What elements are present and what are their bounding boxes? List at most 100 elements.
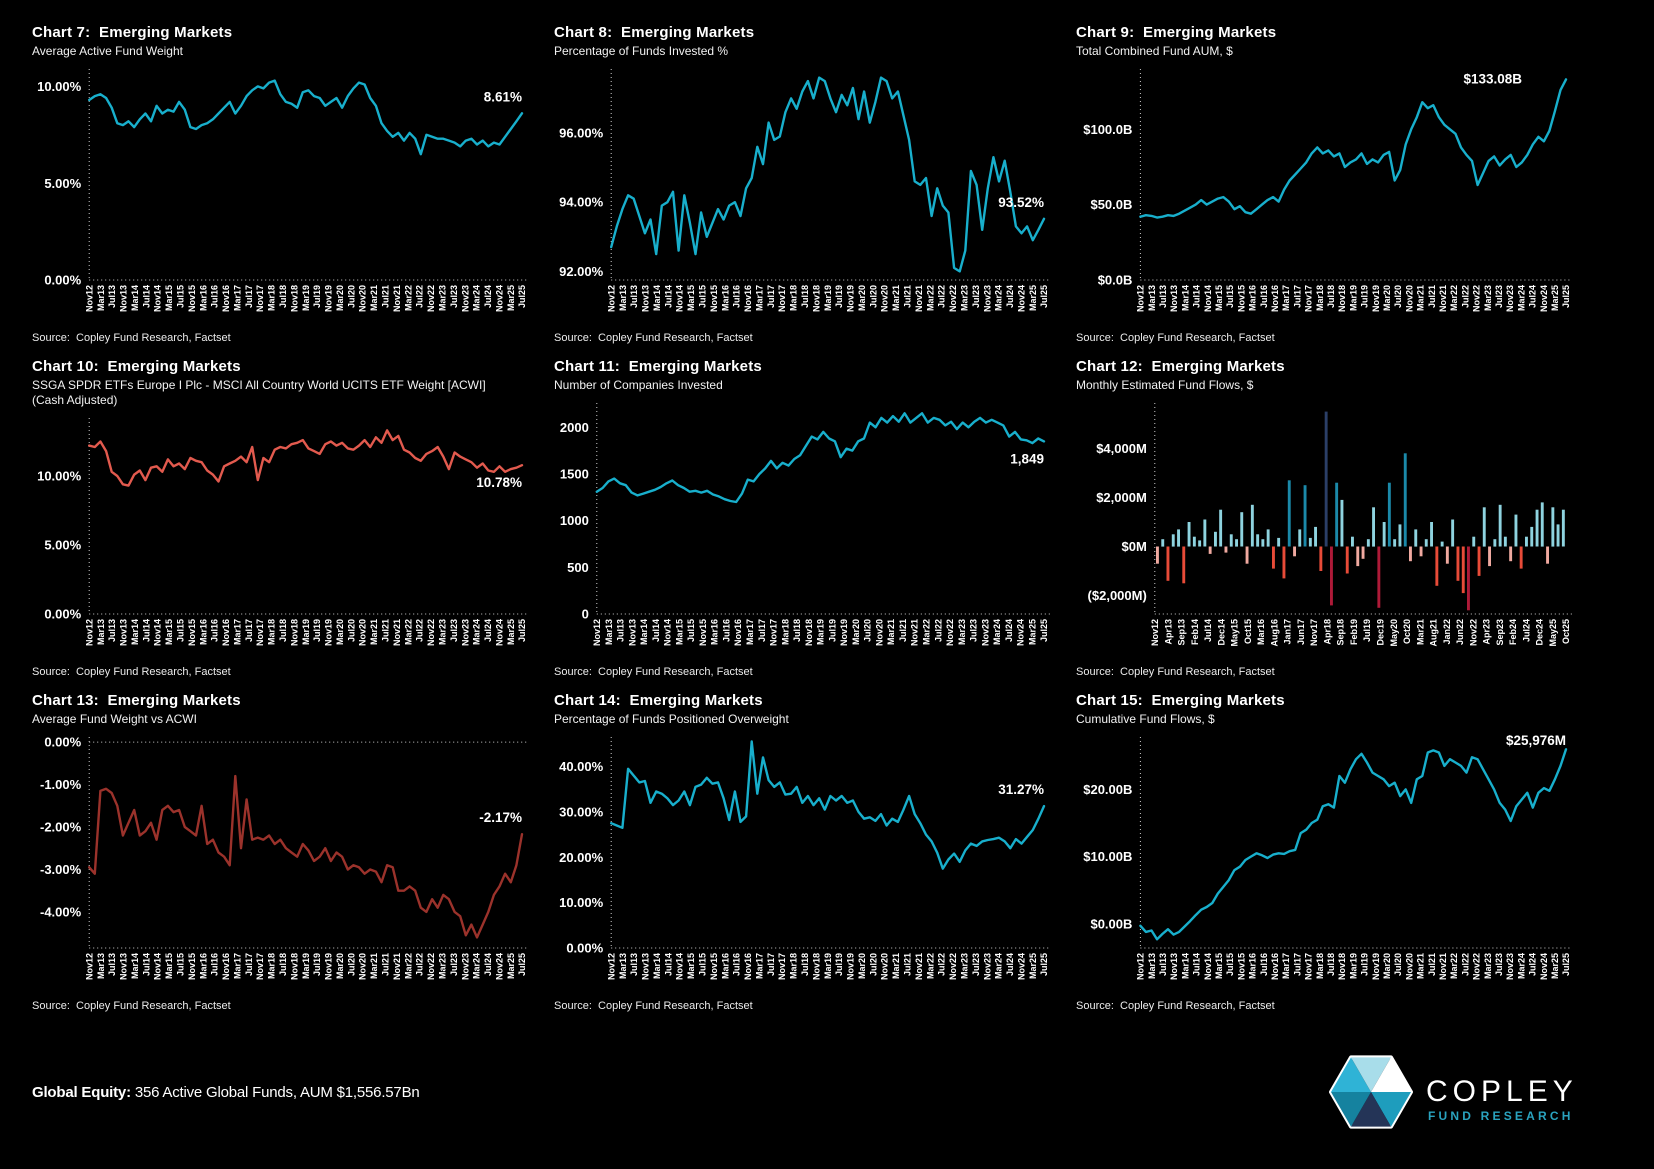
svg-text:Nov12: Nov12 [84, 619, 94, 646]
svg-text:Jul17: Jul17 [244, 285, 254, 308]
svg-text:$0M: $0M [1122, 539, 1147, 554]
svg-text:Jul24: Jul24 [483, 285, 493, 308]
end-value-label: -2.17% [479, 810, 522, 825]
svg-text:Mar25: Mar25 [1028, 953, 1038, 979]
svg-text:Mar16: Mar16 [720, 953, 730, 979]
svg-text:Mar13: Mar13 [96, 285, 106, 311]
svg-text:Nov23: Nov23 [980, 619, 990, 646]
svg-text:Mar25: Mar25 [1027, 619, 1037, 645]
svg-text:Jul20: Jul20 [868, 285, 878, 308]
chart-source: Source: Copley Fund Research, Factset [32, 1000, 231, 1012]
chart-title: Chart 9: Emerging Markets [1076, 24, 1277, 41]
svg-text:Nov22: Nov22 [945, 619, 955, 646]
svg-text:Mar21: Mar21 [1415, 619, 1425, 645]
svg-text:Oct25: Oct25 [1561, 619, 1571, 644]
svg-text:$20.00B: $20.00B [1083, 782, 1132, 797]
svg-text:Jul13: Jul13 [629, 285, 639, 308]
chart-canvas: 96.00% 94.00% 92.00% Nov12 Mar13 Jul13 Nov13 Ma… [554, 63, 1052, 330]
svg-text:May15: May15 [1230, 619, 1240, 647]
svg-text:Mar23: Mar23 [437, 285, 447, 311]
svg-text:Jul20: Jul20 [346, 285, 356, 308]
svg-text:Nov23: Nov23 [982, 953, 992, 980]
axes [1139, 69, 1572, 281]
axes [88, 737, 528, 949]
svg-text:Jul20: Jul20 [346, 619, 356, 642]
svg-text:-3.00%: -3.00% [40, 862, 82, 877]
svg-text:Jul24: Jul24 [1521, 619, 1531, 642]
svg-text:($2,000M): ($2,000M) [1088, 588, 1147, 603]
svg-text:Nov24: Nov24 [494, 953, 504, 980]
svg-text:Jul23: Jul23 [449, 953, 459, 976]
axes [1154, 403, 1572, 615]
chart-13-plot: 0.00%-1.00%-2.00%-3.00%-4.00%Nov12 Mar13 J… [40, 735, 528, 980]
svg-text:Jul22: Jul22 [415, 953, 425, 976]
chart-10-panel: Chart 10: Emerging Markets SSGA SPDR ETF… [32, 358, 530, 692]
svg-text:Mar17: Mar17 [232, 285, 242, 311]
svg-text:Nov16: Nov16 [1270, 953, 1280, 980]
svg-text:Jul17: Jul17 [766, 953, 776, 976]
svg-text:Jul19: Jul19 [312, 619, 322, 642]
svg-text:Jul15: Jul15 [175, 953, 185, 976]
svg-text:Jul16: Jul16 [721, 619, 731, 642]
svg-text:Nov23: Nov23 [1505, 285, 1515, 312]
svg-text:Dec14: Dec14 [1216, 619, 1226, 646]
svg-text:Mar19: Mar19 [301, 619, 311, 645]
svg-text:May25: May25 [1548, 619, 1558, 647]
chart-title: Chart 11: Emerging Markets [554, 358, 762, 375]
svg-text:96.00%: 96.00% [559, 126, 604, 141]
chart-title: Chart 14: Emerging Markets [554, 692, 763, 709]
svg-text:Jul25: Jul25 [1039, 953, 1049, 976]
svg-text:Nov16: Nov16 [1270, 285, 1280, 312]
svg-text:Jul25: Jul25 [1039, 285, 1049, 308]
x-tick-labels: Nov12 Mar13 Jul13 Nov13 Mar14 Jul14 Nov14 Mar15… [1136, 953, 1572, 980]
svg-text:$2,000M: $2,000M [1096, 490, 1147, 505]
svg-text:Nov23: Nov23 [982, 285, 992, 312]
svg-text:Nov24: Nov24 [494, 285, 504, 312]
svg-text:Nov18: Nov18 [804, 619, 814, 646]
svg-text:Jul17: Jul17 [244, 953, 254, 976]
svg-text:Nov12: Nov12 [84, 285, 94, 312]
y-tick-labels: 2000 1500 1000 500 0 [560, 420, 589, 622]
svg-text:5.00%: 5.00% [44, 538, 81, 553]
chart-title: Chart 8: Emerging Markets [554, 24, 755, 41]
svg-text:Dec19: Dec19 [1375, 619, 1385, 646]
svg-text:Nov18: Nov18 [289, 285, 299, 312]
svg-text:Jul21: Jul21 [380, 619, 390, 642]
svg-text:Mar17: Mar17 [232, 619, 242, 645]
svg-text:Jul24: Jul24 [1004, 619, 1014, 642]
svg-text:Jul19: Jul19 [312, 285, 322, 308]
svg-text:Mar13: Mar13 [1147, 953, 1157, 979]
svg-text:Nov19: Nov19 [846, 285, 856, 312]
svg-text:Nov16: Nov16 [743, 953, 753, 980]
svg-text:Mar14: Mar14 [130, 953, 140, 979]
svg-text:Nov12: Nov12 [606, 285, 616, 312]
svg-text:Nov15: Nov15 [187, 953, 197, 980]
svg-text:Jul14: Jul14 [663, 285, 673, 308]
svg-text:Nov24: Nov24 [1539, 285, 1549, 312]
svg-text:Mar22: Mar22 [1449, 953, 1459, 979]
svg-text:Mar15: Mar15 [164, 619, 174, 645]
svg-text:Nov20: Nov20 [358, 953, 368, 980]
svg-text:Oct20: Oct20 [1402, 619, 1412, 644]
svg-text:Nov21: Nov21 [914, 953, 924, 980]
svg-text:Jul25: Jul25 [517, 285, 527, 308]
svg-text:Nov18: Nov18 [811, 953, 821, 980]
svg-text:Mar14: Mar14 [130, 619, 140, 645]
svg-text:Mar20: Mar20 [1382, 285, 1392, 311]
chart-source: Source: Copley Fund Research, Factset [1076, 332, 1275, 344]
svg-text:Jul17: Jul17 [757, 619, 767, 642]
svg-text:Nov21: Nov21 [392, 619, 402, 646]
svg-text:Jul18: Jul18 [278, 285, 288, 308]
chart-source: Source: Copley Fund Research, Factset [554, 1000, 753, 1012]
svg-text:Mar18: Mar18 [267, 953, 277, 979]
svg-text:Jul13: Jul13 [629, 953, 639, 976]
svg-text:Nov20: Nov20 [1404, 285, 1414, 312]
svg-text:Dec24: Dec24 [1535, 619, 1545, 646]
svg-text:Mar13: Mar13 [618, 953, 628, 979]
svg-text:Jul14: Jul14 [1192, 285, 1202, 308]
svg-text:Feb14: Feb14 [1190, 619, 1200, 645]
svg-text:Nov12: Nov12 [1136, 953, 1146, 980]
svg-text:Nov17: Nov17 [1304, 953, 1314, 980]
svg-text:Jul15: Jul15 [1225, 953, 1235, 976]
svg-text:Jul23: Jul23 [969, 619, 979, 642]
